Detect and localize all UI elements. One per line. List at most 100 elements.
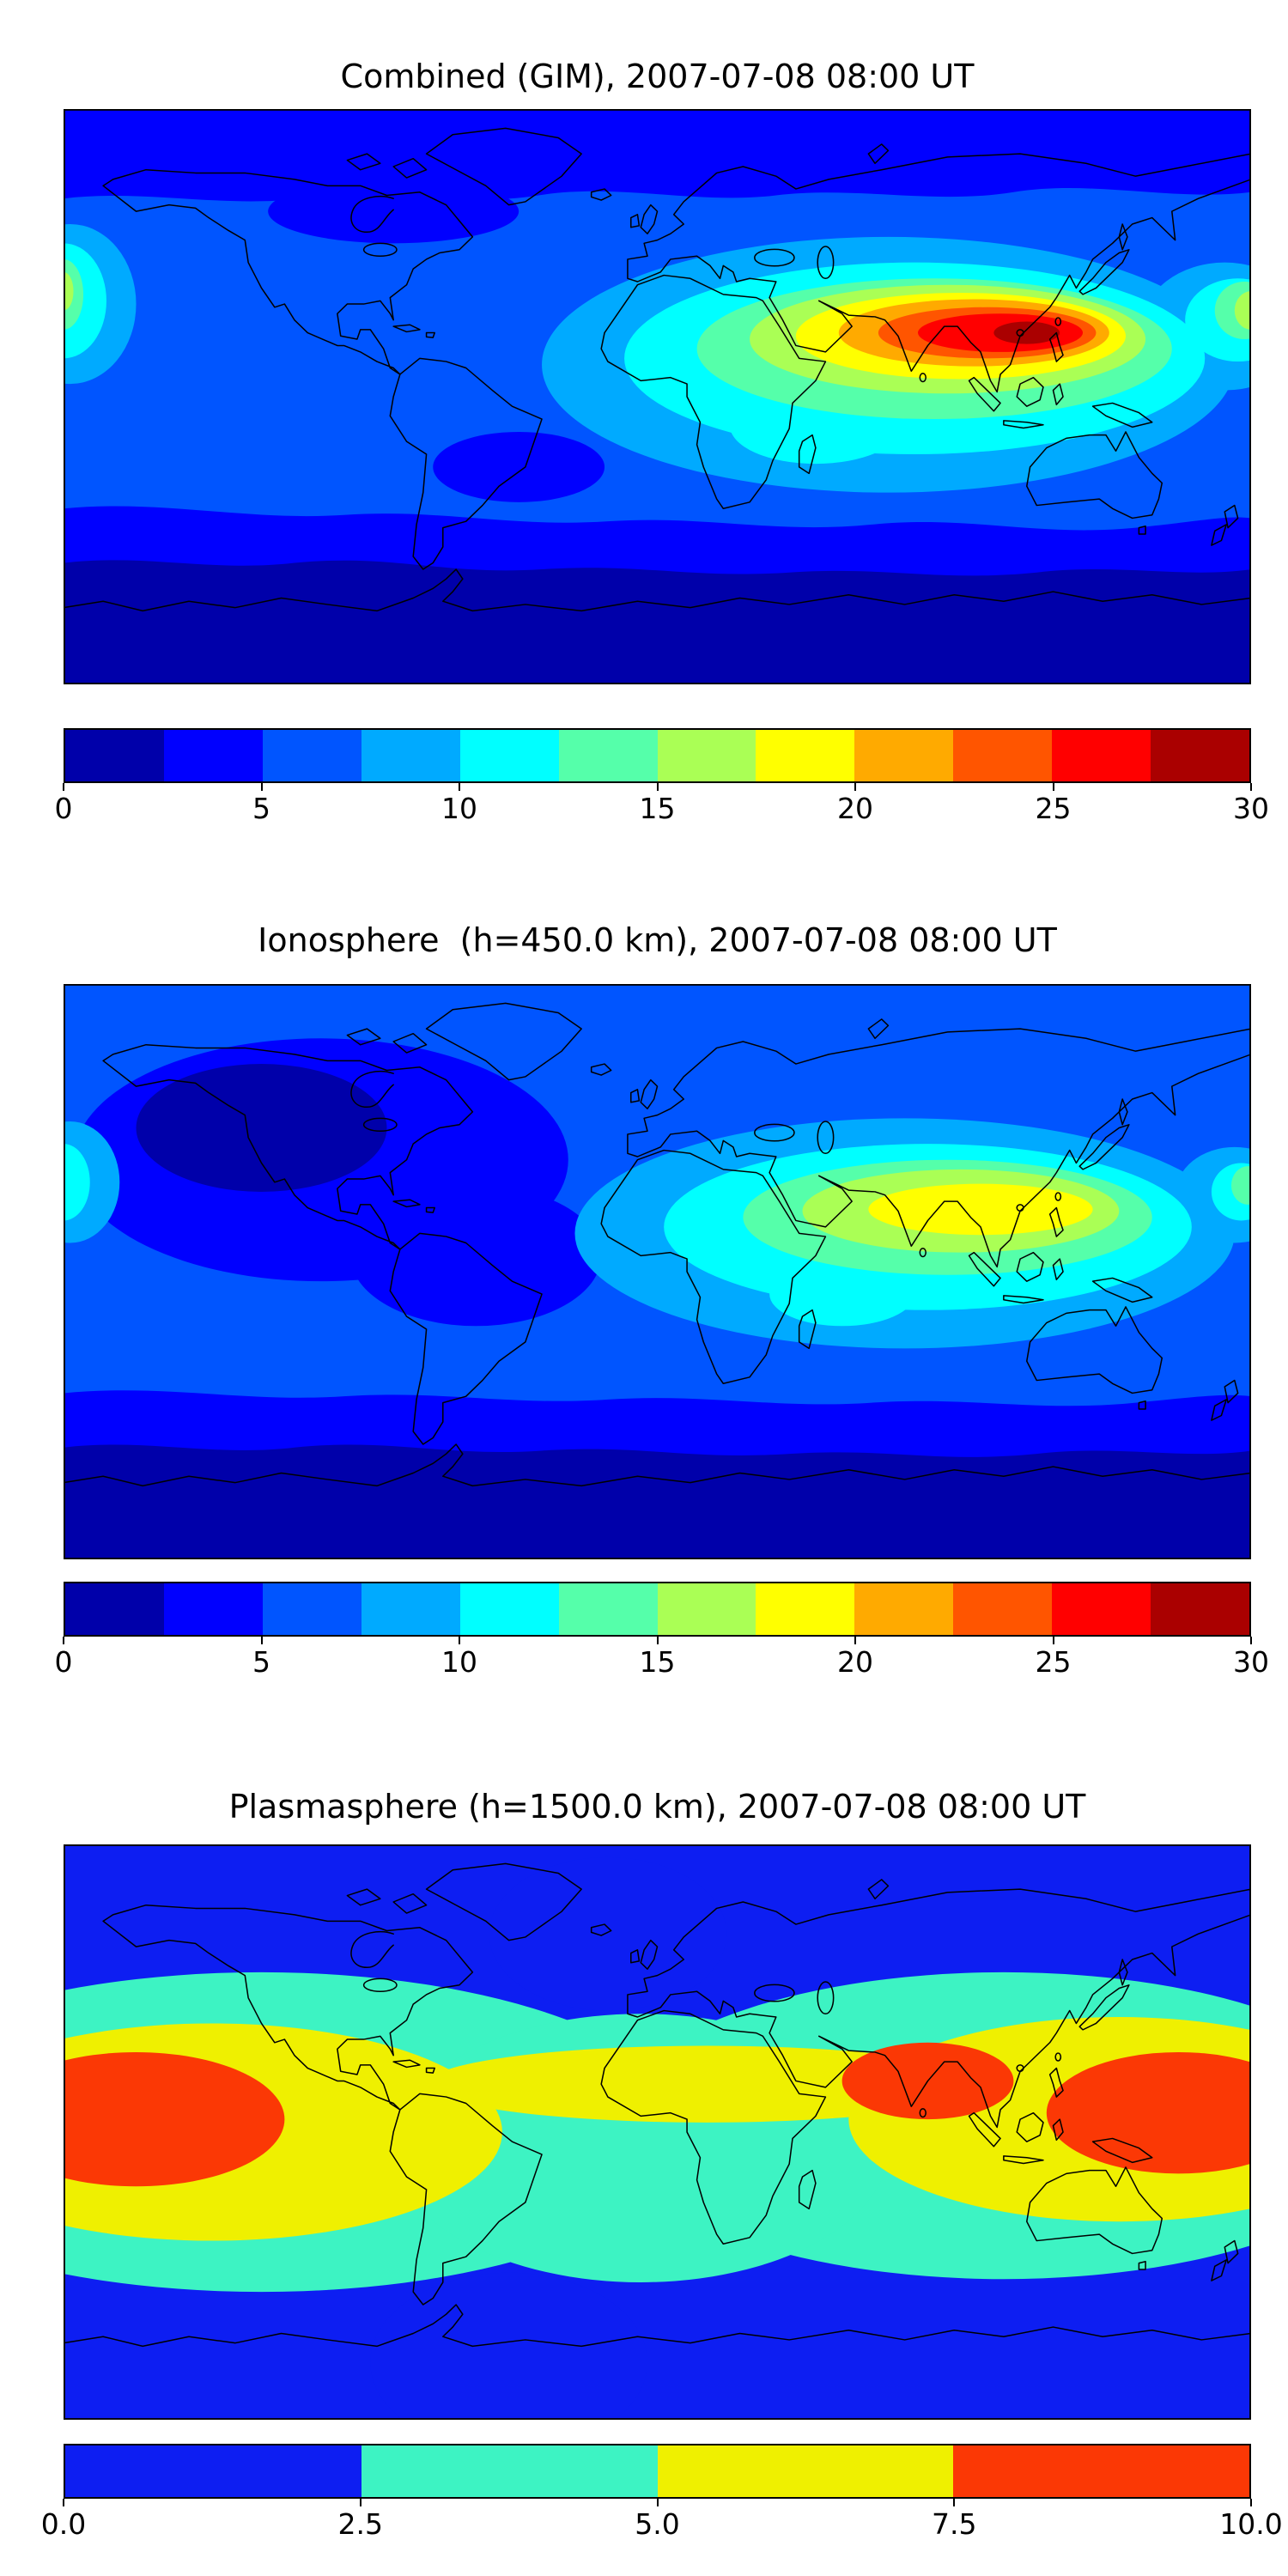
colorbar-tick [1250,1637,1252,1644]
colorbar-segment [953,730,1053,781]
colorbar-segment [459,1583,559,1635]
colorbar-combined [64,728,1251,783]
contour-band [769,1261,915,1327]
contour-band [64,1444,1251,1559]
contour-fills-ionosphere [64,984,1251,1559]
colorbar-tick-label: 25 [1035,1645,1072,1679]
colorbar-segment [361,1583,460,1635]
colorbar-tick-label: 7.5 [932,2507,977,2541]
panel-title-combined: Combined (GIM), 2007-07-08 08:00 UT [340,58,975,95]
colorbar-segment [361,2445,658,2497]
colorbar-plasmasphere [64,2444,1251,2499]
colorbar-tick-label: 30 [1233,792,1269,825]
colorbar-tick [63,1637,64,1644]
colorbar-segment [163,1583,263,1635]
colorbar-segment [657,2445,954,2497]
colorbar-segment [953,1583,1053,1635]
colorbar-segment [459,730,559,781]
colorbar-segment [657,730,756,781]
colorbar-tick [260,1637,263,1644]
contour-fills-combined [64,109,1251,684]
colorbar-tick [656,783,659,791]
colorbar-tick-label: 10.0 [1219,2507,1283,2541]
colorbar-tick [953,2499,956,2506]
contour-band [136,1064,387,1192]
colorbar-segment [953,2445,1249,2497]
contour-band [426,2045,987,2123]
map-combined [64,109,1251,684]
colorbar-segment [65,1583,164,1635]
contour-band [993,321,1060,344]
contour-band [268,179,519,244]
colorbar-tick [854,783,856,791]
contour-band [64,271,74,311]
map-plasmasphere [64,1844,1251,2420]
colorbar-ionosphere [64,1582,1251,1637]
colorbar-tick-label: 10 [441,1645,477,1679]
colorbar-tick-label: 10 [441,792,477,825]
colorbar-segment [1052,1583,1151,1635]
colorbar-segment [262,1583,361,1635]
contour-band [1046,2051,1251,2174]
contour-band [64,1144,90,1221]
colorbar-segment [756,730,855,781]
colorbar-tick [63,2499,64,2506]
contour-band [64,109,1251,202]
contour-band [370,2272,647,2420]
colorbar-segment [558,730,658,781]
colorbar-ticks-combined: 0 5 10 15 20 25 30 [55,783,1269,828]
contour-band [868,1183,1093,1236]
colorbar-tick [656,2499,659,2506]
colorbar-tick-label: 5.0 [635,2507,680,2541]
colorbar-tick-label: 15 [639,1645,676,1679]
contour-band [1234,291,1251,330]
colorbar-segment [854,730,954,781]
panel-title-ionosphere: Ionosphere (h=450.0 km), 2007-07-08 08:0… [258,921,1057,959]
colorbar-segment [163,730,263,781]
colorbar-ticks-plasmasphere: 0.0 2.5 5.0 7.5 10.0 [41,2499,1283,2543]
colorbar-segment [65,730,164,781]
colorbar-tick [1250,783,1252,791]
colorbar-tick-label: 15 [639,792,676,825]
contour-band [64,2051,285,2187]
contour-band [489,1856,727,2011]
colorbar-tick [1250,2499,1252,2506]
colorbar-tick [459,1637,460,1644]
colorbar-tick-label: 2.5 [337,2507,383,2541]
colorbar-tick [854,1637,856,1644]
colorbar-segment [262,730,361,781]
contour-band [433,431,605,502]
colorbar-segment [65,2445,361,2497]
colorbar-tick-label: 20 [837,1645,873,1679]
colorbar-tick-label: 20 [837,792,873,825]
colorbar-segment [361,730,460,781]
colorbar-tick [260,783,263,791]
colorbar-tick-label: 0.0 [40,2507,87,2541]
colorbar-segment [1052,730,1151,781]
colorbar-segment [756,1583,855,1635]
contour-fills-plasmasphere [64,1844,1251,2420]
colorbar-tick [1052,783,1054,791]
contour-band [350,1185,602,1327]
colorbar-segment [854,1583,954,1635]
contour-band [64,560,1251,684]
colorbar-tick [656,1637,659,1644]
colorbar-tick-label: 25 [1035,792,1072,825]
colorbar-segment [558,1583,658,1635]
contour-band [1230,1166,1251,1205]
colorbar-tick [359,2499,361,2506]
colorbar-tick [1052,1637,1054,1644]
map-ionosphere [64,984,1251,1559]
colorbar-ticks-ionosphere: 0 5 10 15 20 25 30 [55,1637,1269,1681]
colorbar-segment [1151,730,1250,781]
colorbar-tick-label: 30 [1233,1645,1269,1679]
colorbar-tick [459,783,460,791]
colorbar-tick-label: 0 [54,792,73,825]
colorbar-tick-label: 0 [54,1645,73,1679]
panel-title-plasmasphere: Plasmasphere (h=1500.0 km), 2007-07-08 0… [228,1788,1086,1826]
colorbar-tick-label: 5 [252,1645,270,1679]
colorbar-segment [1151,1583,1250,1635]
colorbar-tick [63,783,64,791]
colorbar-tick-label: 5 [252,792,270,825]
